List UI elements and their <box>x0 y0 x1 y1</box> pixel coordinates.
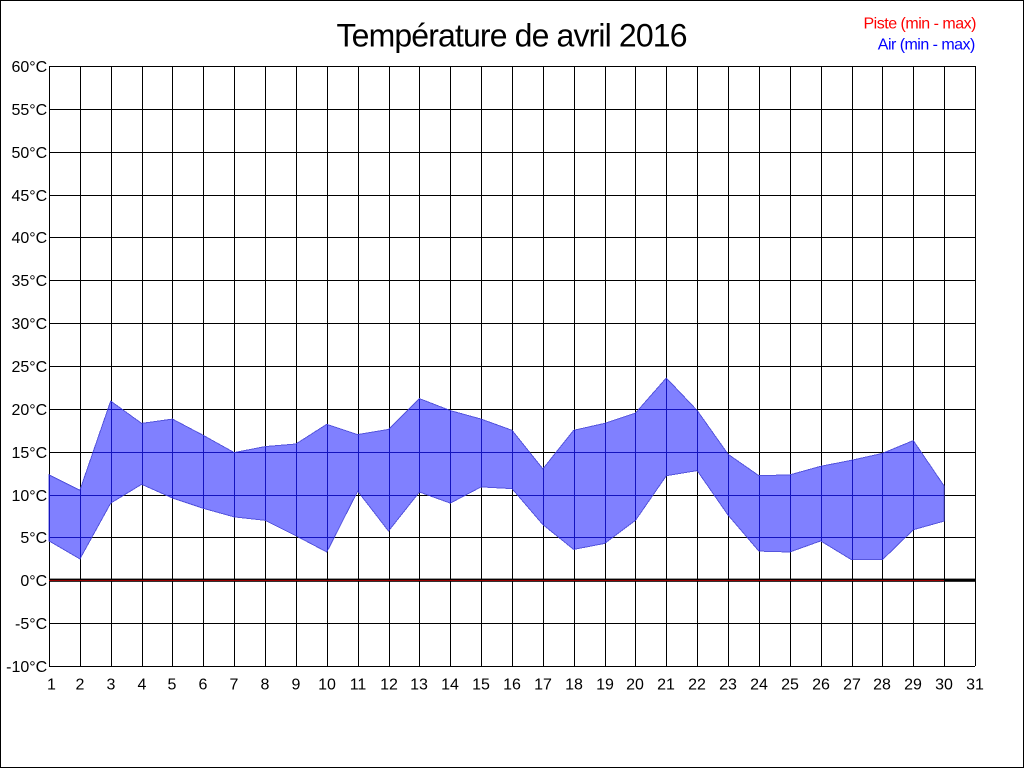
svg-text:Piste (min - max): Piste (min - max) <box>864 16 977 33</box>
svg-text:30: 30 <box>935 676 953 693</box>
svg-text:18: 18 <box>565 676 583 693</box>
svg-text:30°C: 30°C <box>11 316 47 333</box>
svg-text:24: 24 <box>750 676 768 693</box>
svg-text:9: 9 <box>292 676 301 693</box>
svg-text:31: 31 <box>966 676 984 693</box>
svg-text:55°C: 55°C <box>11 102 47 119</box>
svg-text:21: 21 <box>657 676 675 693</box>
svg-text:40°C: 40°C <box>11 230 47 247</box>
svg-text:11: 11 <box>350 676 367 693</box>
svg-text:Température de avril 2016: Température de avril 2016 <box>337 17 688 53</box>
svg-text:29: 29 <box>904 676 922 693</box>
svg-text:19: 19 <box>596 676 614 693</box>
svg-text:1: 1 <box>47 676 56 693</box>
svg-text:8: 8 <box>261 676 270 693</box>
svg-text:35°C: 35°C <box>11 273 47 290</box>
svg-text:2: 2 <box>76 676 85 693</box>
svg-text:27: 27 <box>843 676 861 693</box>
svg-text:15: 15 <box>472 676 490 693</box>
svg-text:-5°C: -5°C <box>15 616 47 633</box>
svg-text:25: 25 <box>781 676 799 693</box>
svg-text:60°C: 60°C <box>11 59 47 76</box>
svg-text:16: 16 <box>503 676 521 693</box>
svg-text:45°C: 45°C <box>11 188 47 205</box>
svg-text:28: 28 <box>873 676 891 693</box>
svg-text:7: 7 <box>230 676 239 693</box>
svg-text:17: 17 <box>534 676 552 693</box>
svg-text:26: 26 <box>812 676 830 693</box>
svg-text:22: 22 <box>688 676 706 693</box>
svg-text:-10°C: -10°C <box>6 659 47 676</box>
svg-text:50°C: 50°C <box>11 145 47 162</box>
svg-text:10°C: 10°C <box>11 488 47 505</box>
svg-text:15°C: 15°C <box>11 445 47 462</box>
svg-text:20°C: 20°C <box>11 402 47 419</box>
svg-text:20: 20 <box>626 676 644 693</box>
svg-text:3: 3 <box>107 676 116 693</box>
svg-text:10: 10 <box>318 676 336 693</box>
svg-text:6: 6 <box>199 676 208 693</box>
svg-text:Air (min - max): Air (min - max) <box>878 37 976 54</box>
svg-text:14: 14 <box>441 676 459 693</box>
svg-text:4: 4 <box>138 676 147 693</box>
svg-text:13: 13 <box>410 676 428 693</box>
svg-text:5°C: 5°C <box>20 530 47 547</box>
svg-text:0°C: 0°C <box>20 573 47 590</box>
svg-text:23: 23 <box>719 676 737 693</box>
svg-text:5: 5 <box>168 676 177 693</box>
svg-text:25°C: 25°C <box>11 359 47 376</box>
svg-text:12: 12 <box>380 676 398 693</box>
